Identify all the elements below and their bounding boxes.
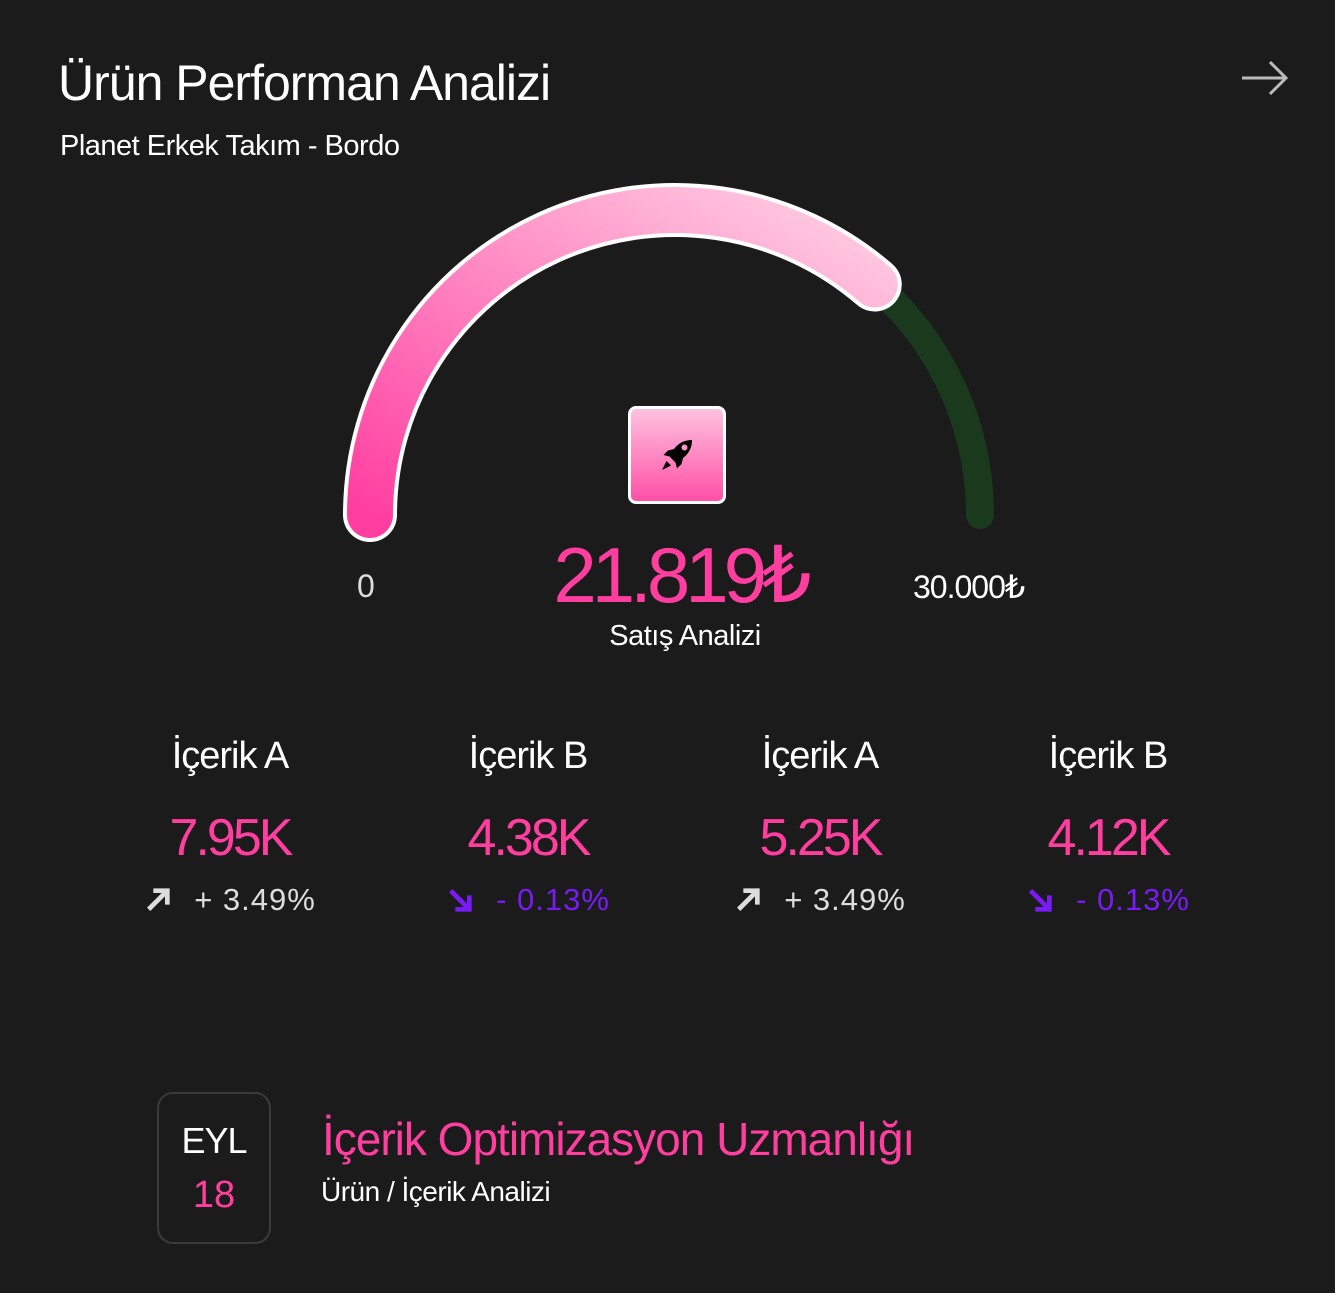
stat-label: İçerik B (468, 735, 589, 777)
stat-change-value: + 3.49% (194, 882, 316, 917)
trend-down-icon (1029, 889, 1052, 912)
stat-change: - 0.13% (398, 882, 658, 918)
sales-gauge (343, 183, 994, 542)
rocket-icon (662, 440, 692, 470)
gauge-track (860, 270, 994, 529)
gauge-max: 30.000₺ (913, 569, 1025, 605)
stat-card: İçerik A 7.95K + 3.49% (100, 735, 360, 918)
event-date: EYL 18 (157, 1092, 271, 1244)
gauge-value: 21.819₺ (553, 531, 811, 619)
stat-value: 7.95K (169, 809, 294, 867)
stat-change-value: + 3.49% (784, 882, 906, 917)
stat-value: 4.12K (1047, 809, 1172, 867)
stat-label: İçerik A (171, 735, 290, 777)
page-title: Ürün Performan Analizi (58, 55, 551, 111)
event-title[interactable]: İçerik Optimizasyon Uzmanlığı (322, 1113, 915, 1165)
stat-card: İçerik A 5.25K + 3.49% (690, 735, 950, 918)
stat-value: 5.25K (759, 809, 884, 867)
product-subtitle: Planet Erkek Takım - Bordo (60, 130, 400, 162)
stat-card: İçerik B 4.12K - 0.13% (978, 735, 1238, 918)
stat-change: + 3.49% (100, 882, 360, 918)
arrow-right-icon[interactable] (1240, 58, 1290, 98)
stat-card: İçerik B 4.38K - 0.13% (398, 735, 658, 918)
stat-label: İçerik A (761, 735, 880, 777)
gauge-fill (347, 187, 898, 538)
gauge-min: 0 (357, 568, 375, 604)
rocket-badge (628, 406, 726, 504)
event-subtitle: Ürün / İçerik Analizi (321, 1176, 551, 1207)
stat-change-value: - 0.13% (1076, 882, 1190, 917)
event-month: EYL (181, 1120, 247, 1161)
stat-value: 4.38K (467, 809, 592, 867)
trend-up-icon (737, 888, 760, 911)
gauge-caption: Satış Analizi (609, 620, 761, 652)
trend-down-icon (449, 889, 472, 912)
stat-change-value: - 0.13% (496, 882, 610, 917)
stat-label: İçerik B (1048, 735, 1169, 777)
stat-change: + 3.49% (690, 882, 950, 918)
trend-up-icon (147, 888, 170, 911)
event-day: 18 (192, 1174, 236, 1216)
stat-change: - 0.13% (978, 882, 1238, 918)
